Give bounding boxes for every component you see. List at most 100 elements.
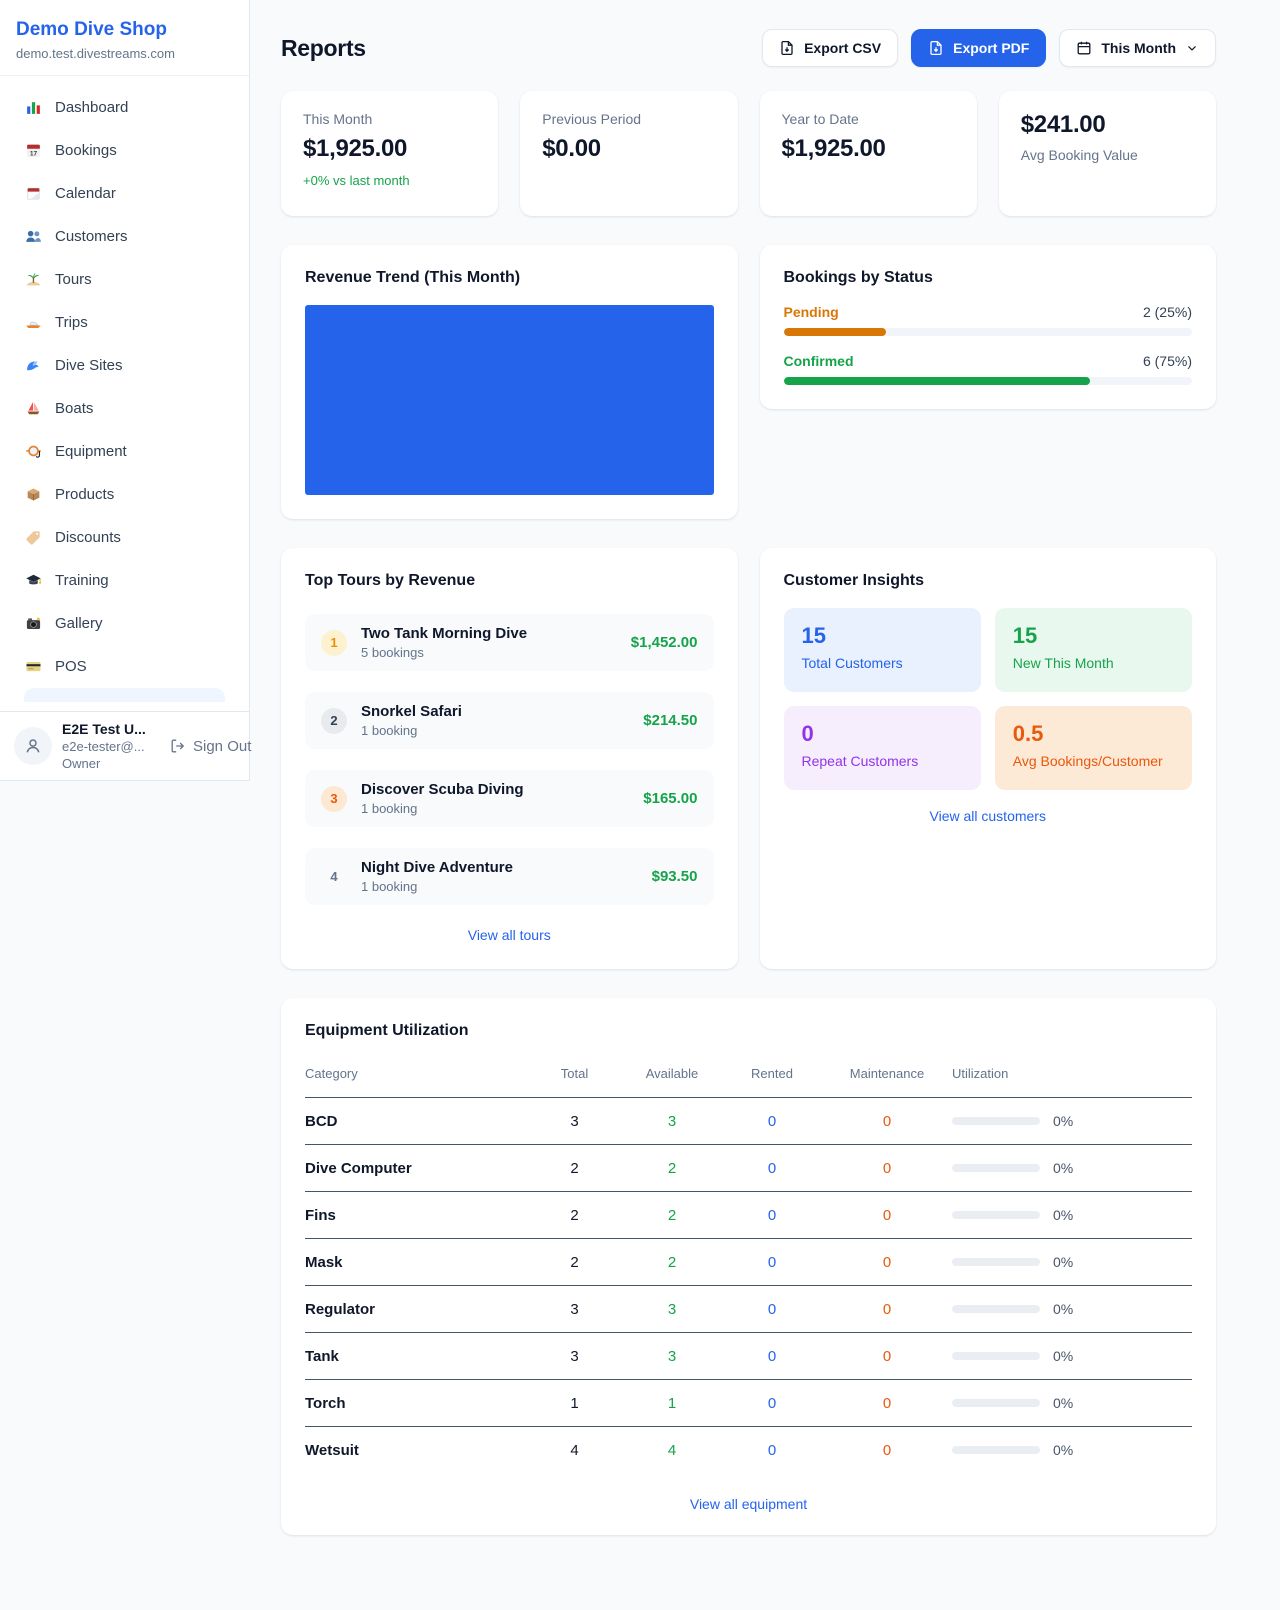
tours-list: 1 Two Tank Morning Dive 5 bookings $1,452… (305, 614, 714, 905)
cell-utilization: 0% (1053, 1207, 1074, 1223)
sidebar-item-discounts[interactable]: Discounts (12, 516, 237, 559)
status-bar-fill (783, 377, 1090, 385)
export-pdf-button[interactable]: Export PDF (911, 29, 1047, 67)
sidebar-item-calendar[interactable]: Calendar (12, 172, 237, 215)
utilization-bar (952, 1164, 1040, 1172)
sidebar-item-dashboard[interactable]: Dashboard (12, 86, 237, 129)
cell-total: 2 (527, 1191, 622, 1239)
period-label: This Month (1101, 40, 1176, 56)
view-all-equipment-link[interactable]: View all equipment (689, 1495, 808, 1512)
utilization-bar (952, 1352, 1040, 1360)
sidebar-item-bookings[interactable]: 17 Bookings (12, 129, 237, 172)
tile-value: 15 (801, 623, 826, 648)
cell-rented: 0 (767, 1441, 777, 1459)
rank-badge: 3 (321, 785, 347, 812)
speedboat-icon (24, 314, 42, 332)
sidebar-item-training[interactable]: Training (12, 559, 237, 602)
cell-rented: 0 (722, 1097, 822, 1145)
insights-row: Top Tours by Revenue 1 Two Tank Morning … (281, 548, 1216, 969)
sidebar-item-tours[interactable]: Tours (12, 258, 237, 301)
cell-maintenance: 0 (822, 1238, 952, 1286)
table-row: Mask 2 2 0 0 0% (305, 1238, 1192, 1286)
panel-title: Equipment Utilization (305, 1022, 469, 1039)
cell-maintenance: 0 (822, 1285, 952, 1333)
stat-card-avg-booking: $241.00 Avg Booking Value (998, 91, 1216, 216)
nav-item-active-partial[interactable] (24, 688, 225, 702)
tour-bookings: 1 booking (361, 879, 418, 894)
desert-island-icon (24, 271, 42, 289)
equipment-utilization-panel: Equipment Utilization Category Total Ava… (281, 998, 1216, 1535)
tour-name: Discover Scuba Diving (361, 781, 524, 798)
utilization-bar (952, 1446, 1040, 1455)
brand-domain: demo.test.divestreams.com (16, 46, 175, 61)
brand-link[interactable]: Demo Dive Shop (16, 19, 167, 40)
main-content: Reports Export CSV Export PDF This Month (250, 0, 1280, 1535)
tour-revenue: $93.50 (651, 868, 698, 885)
sidebar-item-equipment[interactable]: Equipment (12, 430, 237, 473)
user-footer: E2E Test U... e2e-tester@... Owner Sign … (0, 711, 251, 780)
export-csv-button[interactable]: Export CSV (762, 29, 899, 67)
status-count: 6 (75%) (1142, 353, 1192, 369)
stats-row: This Month $1,925.00 +0% vs last month P… (281, 91, 1216, 216)
equipment-table: Category Total Available Rented Maintena… (305, 1066, 1192, 1474)
avatar (14, 727, 52, 765)
user-icon (26, 739, 40, 753)
cell-available: 4 (667, 1441, 677, 1459)
tour-bookings: 5 bookings (361, 645, 424, 660)
stat-label: Year to Date (781, 111, 859, 127)
table-row: Dive Computer 2 2 0 0 0% (305, 1144, 1192, 1192)
header-actions: Export CSV Export PDF This Month (762, 29, 1216, 67)
sidebar-item-label: Boats (55, 400, 94, 417)
view-all-tours-link[interactable]: View all tours (467, 927, 551, 943)
cell-rented: 0 (722, 1191, 822, 1239)
insight-tile-repeat-customers: 0 Repeat Customers (783, 706, 981, 790)
tour-row[interactable]: 3 Discover Scuba Diving 1 booking $165.00 (305, 770, 714, 827)
col-header-rented: Rented (722, 1066, 822, 1098)
sidebar-item-label: Bookings (55, 142, 117, 159)
tour-row[interactable]: 4 Night Dive Adventure 1 booking $93.50 (305, 848, 714, 905)
cell-category: Wetsuit (305, 1441, 359, 1459)
cell-maintenance: 0 (822, 1379, 952, 1427)
cell-available: 1 (622, 1379, 722, 1427)
panel-title: Customer Insights (783, 572, 924, 589)
table-row: Tank 3 3 0 0 0% (305, 1332, 1192, 1380)
sidebar-item-customers[interactable]: Customers (12, 215, 237, 258)
cell-category: Fins (305, 1191, 527, 1239)
rank-badge: 1 (321, 629, 347, 656)
col-header-category: Category (305, 1066, 527, 1098)
sidebar-item-label: Gallery (55, 615, 103, 632)
sign-out-button[interactable]: Sign Out (170, 738, 251, 755)
cell-total: 2 (527, 1238, 622, 1286)
sidebar-item-gallery[interactable]: Gallery (12, 602, 237, 645)
stat-value: $1,925.00 (781, 135, 886, 162)
utilization-bar (952, 1117, 1040, 1125)
tour-row[interactable]: 2 Snorkel Safari 1 booking $214.50 (305, 692, 714, 749)
view-all-customers-link[interactable]: View all customers (929, 808, 1046, 824)
cell-maintenance: 0 (882, 1441, 892, 1459)
cell-category: BCD (305, 1097, 527, 1145)
sidebar-item-label: Dive Sites (55, 357, 123, 374)
col-header-maintenance: Maintenance (822, 1066, 952, 1098)
period-dropdown[interactable]: This Month (1059, 29, 1216, 67)
sidebar-item-trips[interactable]: Trips (12, 301, 237, 344)
label-tag-icon (24, 529, 42, 547)
sidebar-item-products[interactable]: Products (12, 473, 237, 516)
tear-off-calendar-icon (24, 185, 42, 203)
cell-available: 2 (622, 1144, 722, 1192)
tour-row[interactable]: 1 Two Tank Morning Dive 5 bookings $1,452… (305, 614, 714, 671)
rank-badge: 2 (321, 707, 347, 734)
cell-utilization: 0% (1053, 1395, 1074, 1411)
cell-total: 2 (527, 1144, 622, 1192)
cell-utilization: 0% (1053, 1254, 1074, 1270)
sidebar-item-pos[interactable]: POS (12, 645, 237, 688)
table-row: Torch 1 1 0 0 0% (305, 1379, 1192, 1427)
rank-badge: 4 (330, 869, 338, 884)
utilization-bar (952, 1258, 1040, 1266)
sidebar-item-boats[interactable]: Boats (12, 387, 237, 430)
status-bar-track (783, 377, 1192, 385)
col-header-utilization: Utilization (952, 1066, 1192, 1098)
diving-mask-icon (24, 443, 42, 461)
stat-value: $241.00 (1020, 111, 1106, 138)
calendar-icon (1077, 41, 1091, 55)
sidebar-item-dive-sites[interactable]: Dive Sites (12, 344, 237, 387)
